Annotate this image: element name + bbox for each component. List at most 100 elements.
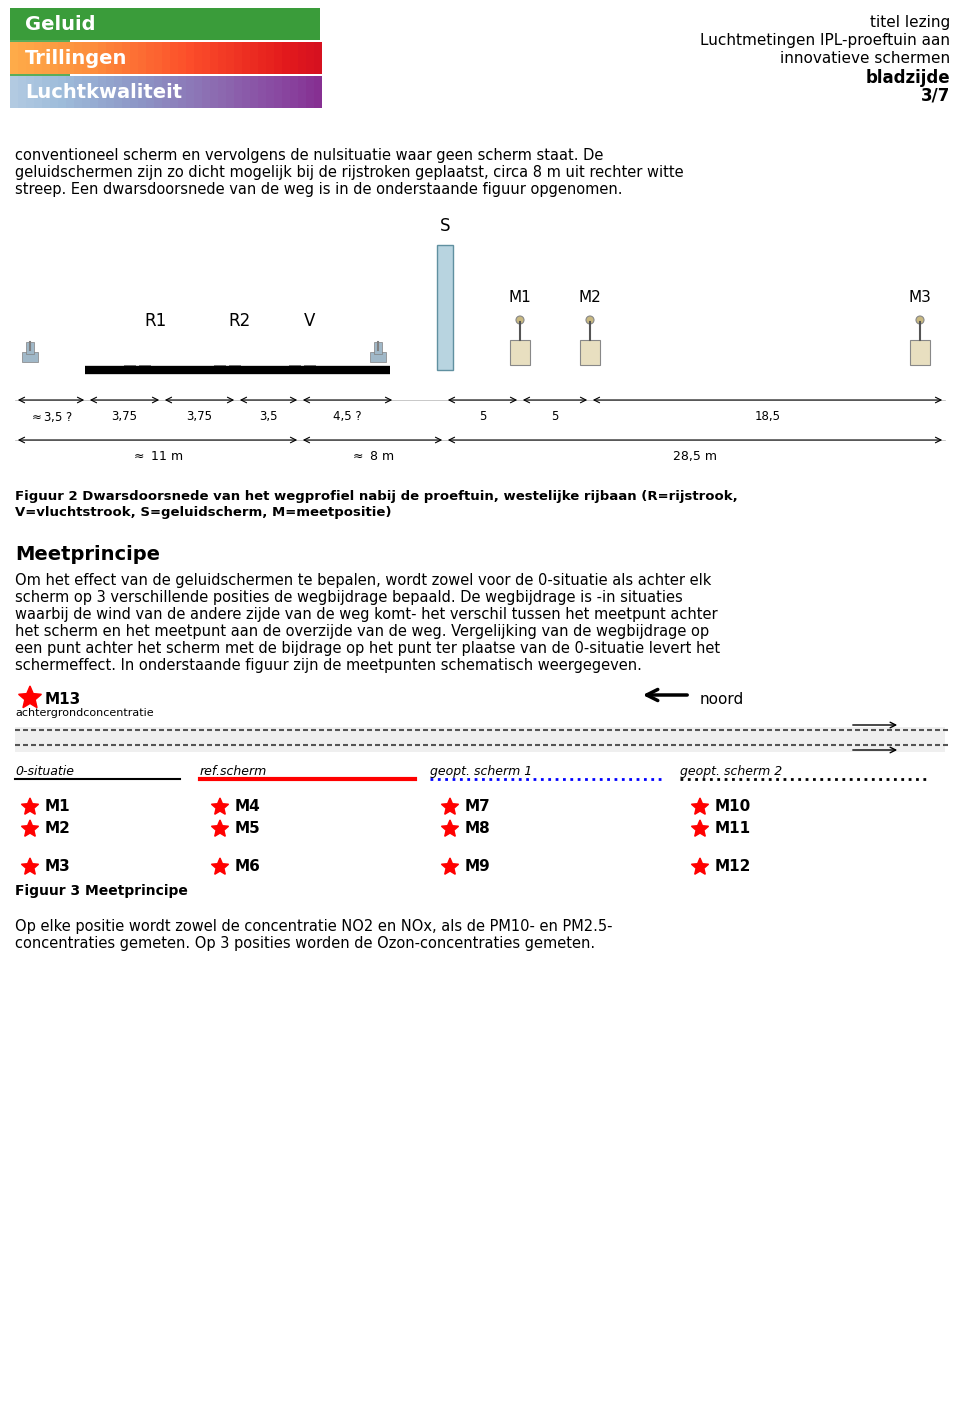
Bar xyxy=(258,77,266,108)
Bar xyxy=(34,43,42,74)
Bar xyxy=(266,43,274,74)
Polygon shape xyxy=(691,819,708,836)
Text: concentraties gemeten. Op 3 posities worden de Ozon-concentraties gemeten.: concentraties gemeten. Op 3 posities wor… xyxy=(15,936,595,951)
Bar xyxy=(90,77,98,108)
Text: Om het effect van de geluidschermen te bepalen, wordt zowel voor de 0-situatie a: Om het effect van de geluidschermen te b… xyxy=(15,574,711,588)
Text: 18,5: 18,5 xyxy=(755,410,780,423)
Bar xyxy=(124,365,136,371)
Bar xyxy=(186,43,194,74)
Bar xyxy=(138,77,146,108)
Circle shape xyxy=(586,317,594,324)
Bar xyxy=(146,43,154,74)
Text: V=vluchtstrook, S=geluidscherm, M=meetpositie): V=vluchtstrook, S=geluidscherm, M=meetpo… xyxy=(15,506,392,518)
Polygon shape xyxy=(442,798,459,814)
Bar xyxy=(34,77,42,108)
Bar xyxy=(229,365,241,371)
Bar xyxy=(10,43,320,74)
Bar xyxy=(226,43,234,74)
Bar xyxy=(194,43,202,74)
Bar xyxy=(580,339,600,365)
Bar xyxy=(106,43,114,74)
Text: bladzijde: bladzijde xyxy=(865,70,950,87)
Bar xyxy=(304,365,316,371)
Bar xyxy=(22,352,38,362)
Bar xyxy=(130,43,138,74)
Polygon shape xyxy=(691,858,708,875)
Bar xyxy=(106,77,114,108)
Bar xyxy=(226,77,234,108)
Bar xyxy=(910,339,930,365)
Bar xyxy=(314,43,322,74)
Bar xyxy=(298,43,306,74)
Bar xyxy=(266,77,274,108)
Bar xyxy=(154,43,162,74)
Bar xyxy=(10,43,18,74)
Bar xyxy=(202,43,210,74)
Bar xyxy=(250,77,258,108)
Bar xyxy=(210,43,218,74)
Bar xyxy=(58,43,66,74)
Bar xyxy=(218,77,226,108)
Bar xyxy=(162,77,170,108)
Bar xyxy=(290,77,298,108)
Text: 5: 5 xyxy=(479,410,486,423)
Bar xyxy=(234,77,242,108)
Text: M11: M11 xyxy=(715,821,751,836)
Bar xyxy=(130,77,138,108)
Text: Figuur 3 Meetprincipe: Figuur 3 Meetprincipe xyxy=(15,885,188,897)
Bar xyxy=(250,43,258,74)
Text: M5: M5 xyxy=(235,821,261,836)
Text: M12: M12 xyxy=(715,859,752,873)
Bar xyxy=(170,77,178,108)
Bar xyxy=(282,43,290,74)
Text: M9: M9 xyxy=(465,859,491,873)
Text: streep. Een dwarsdoorsnede van de weg is in de onderstaande figuur opgenomen.: streep. Een dwarsdoorsnede van de weg is… xyxy=(15,182,622,197)
Polygon shape xyxy=(21,858,38,875)
Text: M13: M13 xyxy=(45,692,82,707)
Bar xyxy=(58,77,66,108)
Bar xyxy=(15,727,945,753)
Text: geluidschermen zijn zo dicht mogelijk bij de rijstroken geplaatst, circa 8 m uit: geluidschermen zijn zo dicht mogelijk bi… xyxy=(15,165,684,180)
Bar xyxy=(202,77,210,108)
Polygon shape xyxy=(691,798,708,814)
Bar xyxy=(50,77,58,108)
Bar xyxy=(194,77,202,108)
Polygon shape xyxy=(442,819,459,836)
Text: een punt achter het scherm met de bijdrage op het punt ter plaatse van de 0-situ: een punt achter het scherm met de bijdra… xyxy=(15,640,720,656)
Bar xyxy=(314,77,322,108)
Bar xyxy=(10,77,18,108)
Text: V: V xyxy=(304,312,316,329)
Text: conventioneel scherm en vervolgens de nulsituatie waar geen scherm staat. De: conventioneel scherm en vervolgens de nu… xyxy=(15,148,604,163)
Text: 28,5 m: 28,5 m xyxy=(673,450,717,463)
Text: geopt. scherm 1: geopt. scherm 1 xyxy=(430,765,532,778)
Text: Luchtmetingen IPL-proeftuin aan: Luchtmetingen IPL-proeftuin aan xyxy=(700,33,950,48)
Bar xyxy=(290,43,298,74)
Polygon shape xyxy=(21,798,38,814)
Bar xyxy=(242,77,250,108)
Bar xyxy=(306,43,314,74)
Bar xyxy=(186,77,194,108)
Bar xyxy=(138,43,146,74)
Text: S: S xyxy=(440,217,450,234)
Bar xyxy=(282,77,290,108)
Bar xyxy=(122,77,130,108)
Circle shape xyxy=(516,317,524,324)
Bar xyxy=(18,43,26,74)
Text: M6: M6 xyxy=(235,859,261,873)
Bar xyxy=(90,43,98,74)
Bar xyxy=(42,77,50,108)
Bar xyxy=(74,43,82,74)
Text: $\approx$ 8 m: $\approx$ 8 m xyxy=(350,450,395,463)
Polygon shape xyxy=(211,819,228,836)
Bar xyxy=(10,9,70,108)
Bar xyxy=(66,77,74,108)
Bar xyxy=(214,365,226,371)
Bar xyxy=(42,43,50,74)
Circle shape xyxy=(916,317,924,324)
Text: M7: M7 xyxy=(465,799,491,814)
Bar xyxy=(306,77,314,108)
Bar xyxy=(50,43,58,74)
Bar xyxy=(139,365,151,371)
Text: 5: 5 xyxy=(551,410,559,423)
Bar xyxy=(10,77,320,108)
